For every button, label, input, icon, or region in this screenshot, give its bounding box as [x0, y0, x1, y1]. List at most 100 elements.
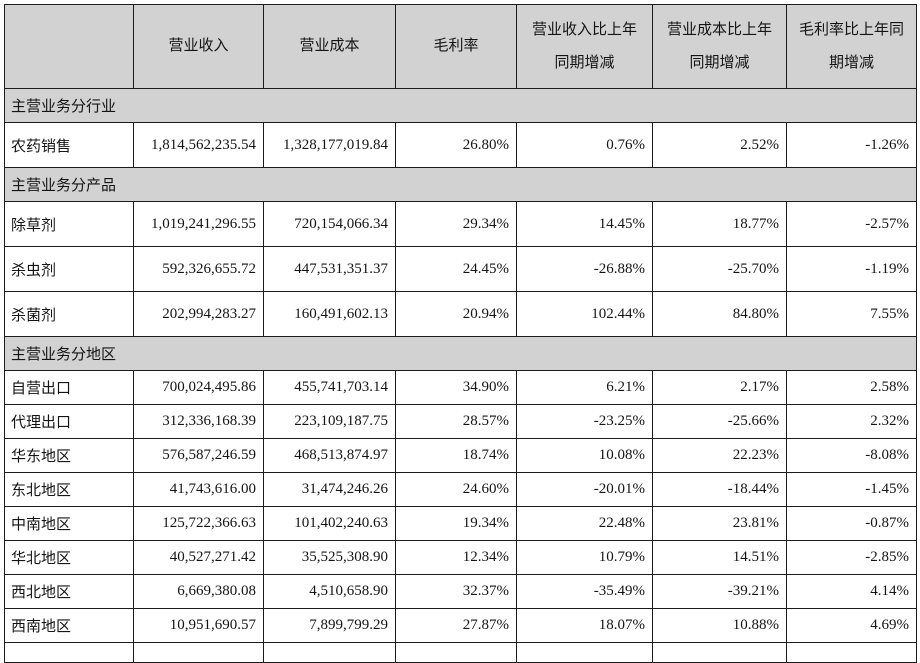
revenue-cell: 202,994,283.27 — [133, 291, 264, 337]
revenue-yoy-cell: 10.08% — [516, 438, 653, 473]
margin-yoy-cell: -1.19% — [786, 246, 917, 292]
table-row: 代理出口 312,336,168.39 223,109,187.75 28.57… — [4, 404, 917, 439]
main-business-financial-table: 营业收入 营业成本 毛利率 营业收入比上年 同期增减 营业成本比上年 同期增减 … — [4, 4, 917, 663]
revenue-yoy-cell: 18.07% — [516, 608, 653, 643]
margin-yoy-cell: 2.58% — [786, 370, 917, 405]
table-row: 农药销售 1,814,562,235.54 1,328,177,019.84 2… — [4, 122, 917, 168]
cost-yoy-cell: -25.70% — [652, 246, 787, 292]
cost-cell: 4,510,658.90 — [263, 574, 396, 609]
table-row: 自营出口 700,024,495.86 455,741,703.14 34.90… — [4, 370, 917, 405]
margin-yoy-cell: 4.14% — [786, 574, 917, 609]
row-label-cell: 代理出口 — [4, 404, 134, 439]
revenue-yoy-cell: 22.48% — [516, 506, 653, 541]
revenue-yoy-cell: 14.45% — [516, 201, 653, 247]
cost-yoy-cell: 18.77% — [652, 201, 787, 247]
row-label-cell: 杀菌剂 — [4, 291, 134, 337]
row-label-cell: 西北地区 — [4, 574, 134, 609]
cost-yoy-cell: 2.52% — [652, 122, 787, 168]
table-row: 中南地区 125,722,366.63 101,402,240.63 19.34… — [4, 506, 917, 541]
column-header-label: 营业收入比上年 — [531, 22, 637, 39]
margin-yoy-cell: 7.55% — [786, 291, 917, 337]
revenue-yoy-cell: 0.76% — [516, 122, 653, 168]
gross-margin-cell: 26.80% — [395, 122, 517, 168]
section-title: 主营业务分产品 — [4, 167, 917, 202]
revenue-cell: 125,722,366.63 — [133, 506, 264, 541]
empty-cell — [786, 642, 917, 663]
margin-yoy-cell: -1.45% — [786, 472, 917, 507]
gross-margin-cell: 18.74% — [395, 438, 517, 473]
row-label-cell: 东北地区 — [4, 472, 134, 507]
revenue-cell: 592,326,655.72 — [133, 246, 264, 292]
margin-yoy-cell: -2.85% — [786, 540, 917, 575]
column-header-label: 毛利率 — [433, 38, 479, 55]
revenue-cell: 41,743,616.00 — [133, 472, 264, 507]
table-row: 华北地区 40,527,271.42 35,525,308.90 12.34% … — [4, 540, 917, 575]
revenue-cell: 700,024,495.86 — [133, 370, 264, 405]
column-header-cost-yoy: 营业成本比上年 同期增减 — [652, 4, 787, 89]
table-row: 西北地区 6,669,380.08 4,510,658.90 32.37% -3… — [4, 574, 917, 609]
column-header-revenue-yoy: 营业收入比上年 同期增减 — [516, 4, 653, 89]
column-header-label: 同期增减 — [689, 54, 750, 71]
table-row: 华东地区 576,587,246.59 468,513,874.97 18.74… — [4, 438, 917, 473]
table-row: 杀虫剂 592,326,655.72 447,531,351.37 24.45%… — [4, 246, 917, 292]
column-header-label: 期增减 — [828, 54, 874, 71]
row-label-cell: 自营出口 — [4, 370, 134, 405]
column-header-margin-yoy: 毛利率比上年同 期增减 — [786, 4, 917, 89]
empty-cell — [133, 642, 264, 663]
column-header-revenue: 营业收入 — [133, 4, 264, 89]
column-header-gross-margin: 毛利率 — [395, 4, 517, 89]
clipped-partial-row — [4, 642, 917, 663]
revenue-cell: 1,814,562,235.54 — [133, 122, 264, 168]
section-title: 主营业务分地区 — [4, 336, 917, 371]
revenue-yoy-cell: -26.88% — [516, 246, 653, 292]
column-header-label: 毛利率比上年同 — [798, 22, 904, 39]
cost-yoy-cell: 23.81% — [652, 506, 787, 541]
revenue-yoy-cell: -20.01% — [516, 472, 653, 507]
cost-cell: 455,741,703.14 — [263, 370, 396, 405]
cost-cell: 720,154,066.34 — [263, 201, 396, 247]
margin-yoy-cell: -1.26% — [786, 122, 917, 168]
gross-margin-cell: 29.34% — [395, 201, 517, 247]
section-row-by-product: 主营业务分产品 — [4, 167, 917, 202]
cost-cell: 447,531,351.37 — [263, 246, 396, 292]
cost-cell: 223,109,187.75 — [263, 404, 396, 439]
table-row: 西南地区 10,951,690.57 7,899,799.29 27.87% 1… — [4, 608, 917, 643]
cost-cell: 31,474,246.26 — [263, 472, 396, 507]
cost-cell: 160,491,602.13 — [263, 291, 396, 337]
cost-cell: 101,402,240.63 — [263, 506, 396, 541]
revenue-cell: 576,587,246.59 — [133, 438, 264, 473]
cost-yoy-cell: 84.80% — [652, 291, 787, 337]
cost-yoy-cell: -18.44% — [652, 472, 787, 507]
gross-margin-cell: 34.90% — [395, 370, 517, 405]
gross-margin-cell: 24.60% — [395, 472, 517, 507]
cost-cell: 468,513,874.97 — [263, 438, 396, 473]
table-row: 东北地区 41,743,616.00 31,474,246.26 24.60% … — [4, 472, 917, 507]
margin-yoy-cell: 4.69% — [786, 608, 917, 643]
revenue-yoy-cell: 10.79% — [516, 540, 653, 575]
empty-cell — [4, 642, 134, 663]
cost-yoy-cell: 14.51% — [652, 540, 787, 575]
column-header-label: 同期增减 — [554, 54, 615, 71]
revenue-yoy-cell: 102.44% — [516, 291, 653, 337]
cost-cell: 35,525,308.90 — [263, 540, 396, 575]
row-label-cell: 西南地区 — [4, 608, 134, 643]
gross-margin-cell: 12.34% — [395, 540, 517, 575]
revenue-cell: 312,336,168.39 — [133, 404, 264, 439]
cost-cell: 7,899,799.29 — [263, 608, 396, 643]
cost-yoy-cell: -25.66% — [652, 404, 787, 439]
table-row: 杀菌剂 202,994,283.27 160,491,602.13 20.94%… — [4, 291, 917, 337]
revenue-cell: 6,669,380.08 — [133, 574, 264, 609]
revenue-yoy-cell: -35.49% — [516, 574, 653, 609]
table-row: 除草剂 1,019,241,296.55 720,154,066.34 29.3… — [4, 201, 917, 247]
empty-cell — [516, 642, 653, 663]
section-row-by-industry: 主营业务分行业 — [4, 88, 917, 123]
corner-empty-cell — [4, 4, 134, 89]
cost-yoy-cell: 10.88% — [652, 608, 787, 643]
column-header-label: 营业收入 — [168, 38, 229, 55]
column-header-label: 营业成本比上年 — [666, 22, 772, 39]
column-header-cost: 营业成本 — [263, 4, 396, 89]
row-label-cell: 农药销售 — [4, 122, 134, 168]
revenue-cell: 40,527,271.42 — [133, 540, 264, 575]
revenue-cell: 10,951,690.57 — [133, 608, 264, 643]
margin-yoy-cell: -8.08% — [786, 438, 917, 473]
